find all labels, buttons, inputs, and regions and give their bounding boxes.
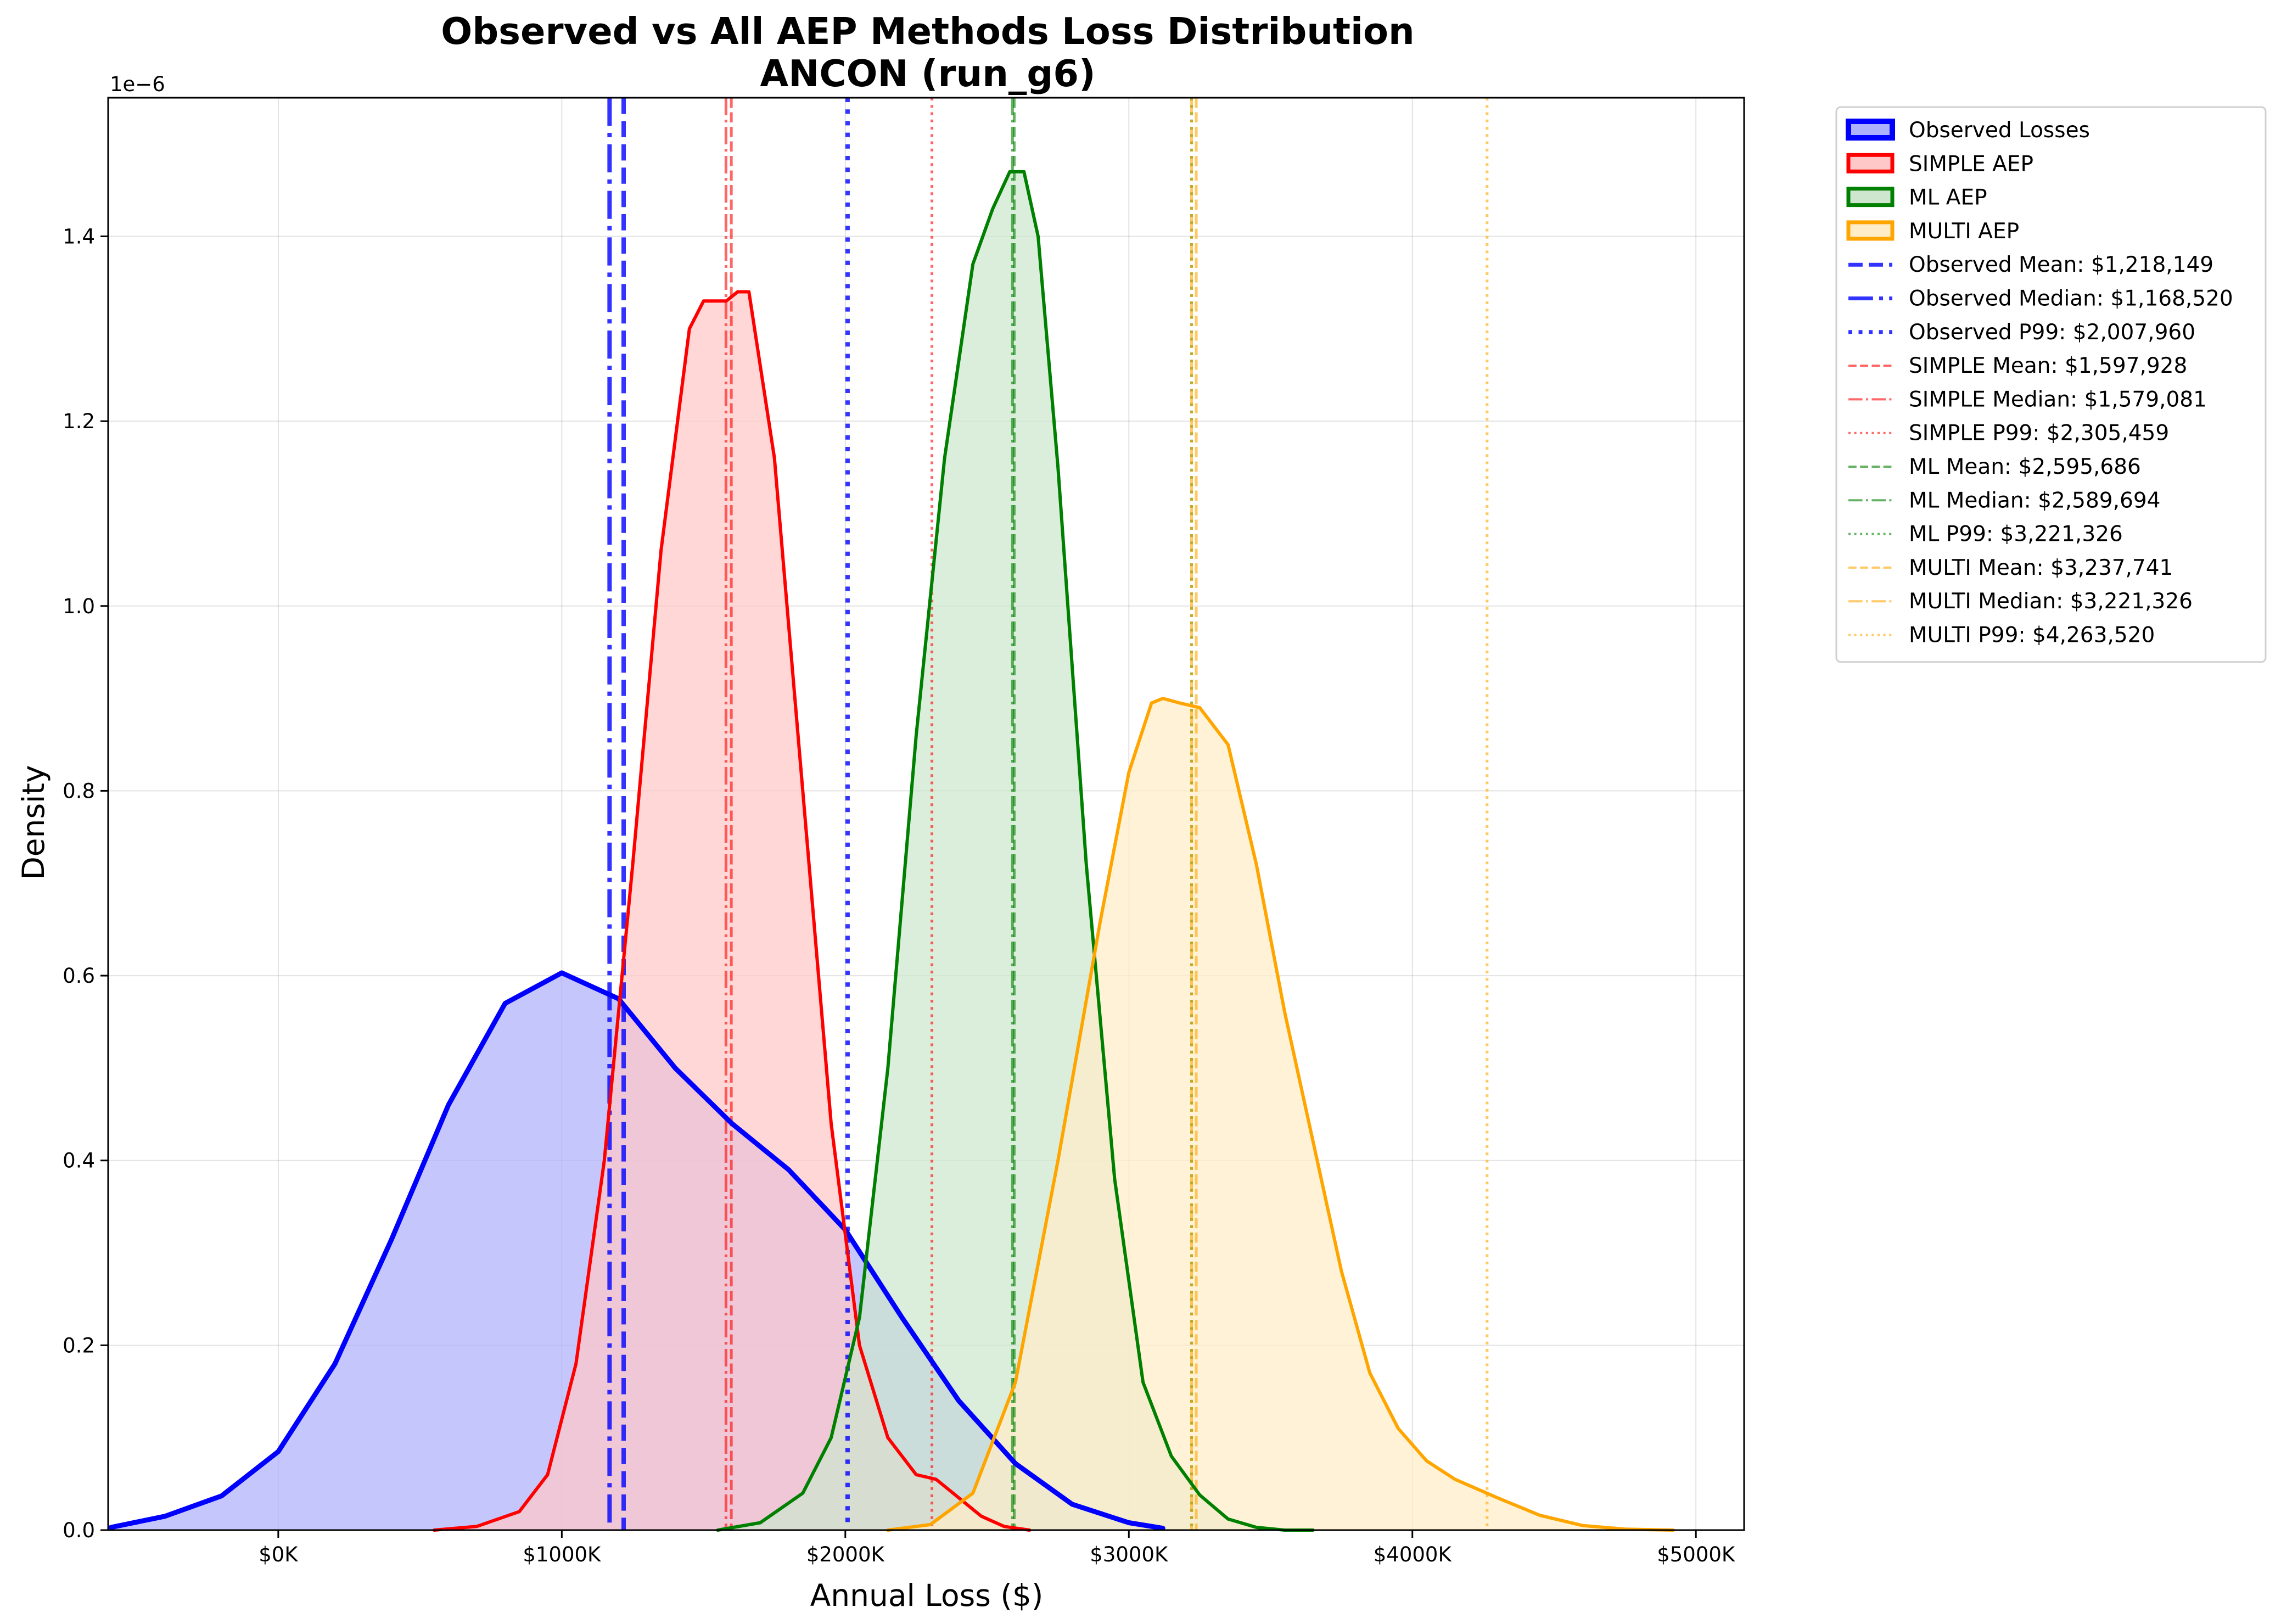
x-tick-label: $2000K [806, 1543, 886, 1566]
y-tick-label: 1.2 [63, 410, 95, 433]
legend-label-ml-median: ML Median: $2,589,694 [1909, 488, 2160, 513]
legend-label-simple-mean: SIMPLE Mean: $1,597,928 [1909, 354, 2187, 378]
plot-frame [107, 97, 1745, 1531]
chart-subtitle: ANCON (run_g6) [760, 52, 1095, 95]
density-fill-ml-aep [718, 171, 1313, 1531]
y-axis-offset-label: 1e−6 [110, 72, 165, 96]
density-curves [108, 170, 1675, 1532]
legend-label-ml-aep: ML AEP [1909, 186, 1987, 210]
legend-label-ml-mean: ML Mean: $2,595,686 [1909, 455, 2141, 479]
legend-swatch-observed-losses [1846, 119, 1895, 141]
legend-label-simple-aep: SIMPLE AEP [1909, 152, 2033, 176]
density-curve-observed-losses [108, 970, 1165, 1531]
reference-lines [607, 98, 1489, 1530]
density-fill-simple-aep [434, 292, 1030, 1530]
x-tick-label: $4000K [1374, 1543, 1453, 1566]
legend-swatch-simple-aep [1846, 153, 1895, 173]
axes: $0K $1000K $2000K $3000K $4000K $5000K 0.0 0.2 0… [63, 225, 1736, 1566]
y-tick-label: 0.2 [63, 1334, 95, 1357]
y-tick-label: 1.0 [63, 595, 95, 618]
legend-label-observed-median: Observed Median: $1,168,520 [1909, 287, 2233, 311]
density-curve-multi-aep [886, 697, 1675, 1532]
y-tick-label: 1.4 [63, 225, 95, 248]
legend: Observed Losses SIMPLE AEP ML AEP MULTI AEP… [1835, 106, 2267, 663]
x-tick-label: $1000K [523, 1543, 602, 1566]
density-curve-ml-aep [716, 170, 1315, 1532]
legend-label-multi-median: MULTI Median: $3,221,326 [1909, 589, 2193, 614]
y-tick-label: 0.6 [63, 964, 95, 988]
legend-label-observed-losses: Observed Losses [1909, 118, 2090, 143]
legend-swatch-ml-aep [1846, 187, 1895, 208]
legend-label-multi-aep: MULTI AEP [1909, 219, 2019, 244]
y-tick-label: 0.0 [63, 1519, 95, 1542]
legend-label-observed-mean: Observed Mean: $1,218,149 [1909, 253, 2213, 277]
legend-label-multi-mean: MULTI Mean: $3,237,741 [1909, 556, 2173, 580]
legend-label-simple-p99: SIMPLE P99: $2,305,459 [1909, 421, 2169, 446]
density-fills [111, 171, 1673, 1531]
x-axis-label: Annual Loss ($) [810, 1578, 1044, 1613]
density-curve-simple-aep [432, 290, 1032, 1532]
legend-box [1835, 106, 2267, 663]
legend-label-observed-p99: Observed P99: $2,007,960 [1909, 320, 2195, 345]
chart-title: Observed vs All AEP Methods Loss Distrib… [441, 10, 1414, 53]
y-axis-label: Density [16, 765, 51, 880]
x-tick-label: $3000K [1090, 1543, 1169, 1566]
x-tick-label: $0K [259, 1543, 299, 1566]
legend-label-ml-p99: ML P99: $3,221,326 [1909, 522, 2123, 547]
y-tick-label: 0.8 [63, 779, 95, 803]
legend-swatch-multi-aep [1846, 220, 1895, 241]
density-fill-multi-aep [888, 698, 1673, 1530]
y-tick-label: 0.4 [63, 1149, 95, 1173]
legend-label-simple-median: SIMPLE Median: $1,579,081 [1909, 387, 2207, 412]
x-tick-label: $5000K [1657, 1543, 1736, 1566]
legend-label-multi-p99: MULTI P99: $4,263,520 [1909, 623, 2155, 648]
